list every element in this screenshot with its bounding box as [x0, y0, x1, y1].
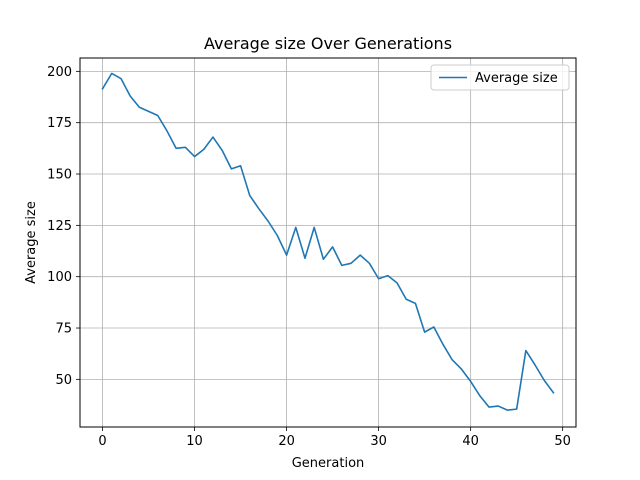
y-axis-title: Average size [24, 201, 39, 284]
legend-box [430, 64, 570, 91]
series-layer [101, 72, 555, 411]
y-tick-label: 175 [47, 116, 72, 131]
y-tick-label: 125 [47, 219, 72, 234]
x-axis-title: Generation [292, 456, 365, 471]
legend: Average size [430, 64, 570, 91]
grid-lines [80, 58, 576, 427]
x-tick-label: 50 [554, 434, 571, 449]
legend-label: Average size [475, 71, 558, 86]
axis-ticks: 0 10 20 30 40 50 50 75 100 125 150 175 200 [47, 65, 571, 449]
y-tick-label: 150 [47, 168, 72, 183]
chart-title: Average size Over Generations [204, 34, 452, 53]
x-tick-label: 10 [186, 434, 203, 449]
y-tick-label: 100 [47, 270, 72, 285]
x-tick-label: 20 [278, 434, 295, 449]
y-tick-label: 75 [55, 322, 72, 337]
y-tick-label: 200 [47, 65, 72, 80]
series-line [101, 72, 555, 411]
x-tick-label: 0 [98, 434, 106, 449]
plot-frame [79, 57, 577, 428]
y-tick-label: 50 [55, 373, 72, 388]
x-tick-label: 40 [462, 434, 479, 449]
x-tick-label: 30 [370, 434, 387, 449]
